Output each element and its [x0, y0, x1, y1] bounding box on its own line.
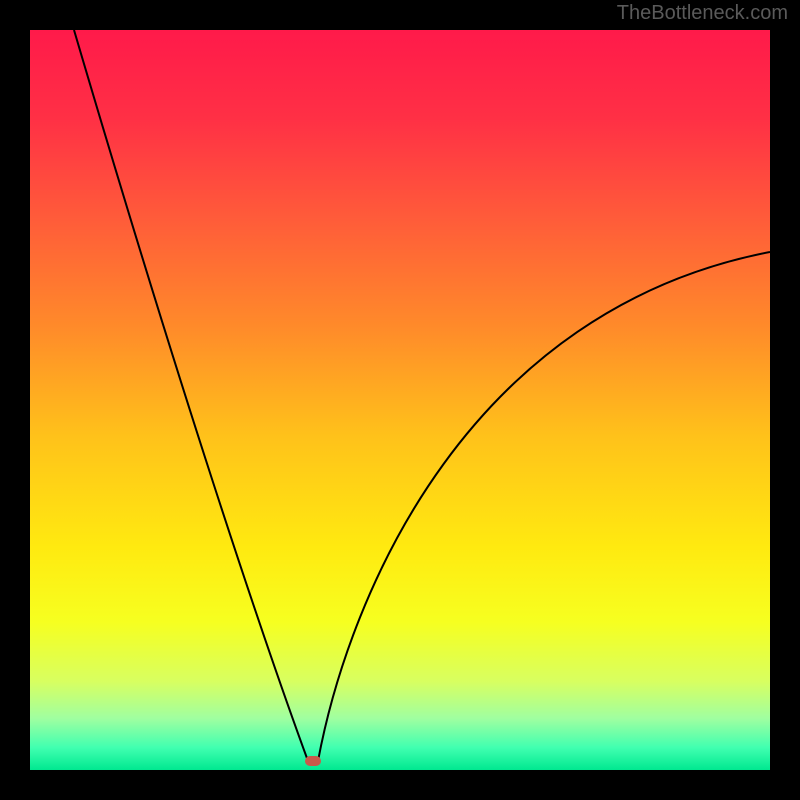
- curve-right-branch: [318, 252, 770, 761]
- curve-left-branch: [74, 30, 308, 761]
- optimal-point-marker: [305, 756, 321, 766]
- bottleneck-curve: [30, 30, 770, 770]
- watermark-text: TheBottleneck.com: [617, 2, 788, 25]
- plot-area: [30, 30, 770, 770]
